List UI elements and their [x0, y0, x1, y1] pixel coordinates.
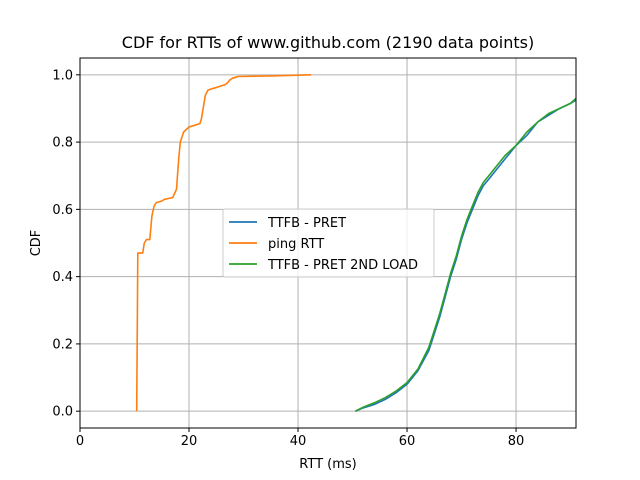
x-axis-label: RTT (ms) — [299, 457, 356, 472]
series-line-3 — [354, 97, 576, 412]
x-tick-label: 20 — [181, 434, 198, 449]
legend-box — [222, 208, 435, 278]
y-axis-label: CDF — [29, 230, 44, 257]
y-tick-label: 0.6 — [52, 203, 73, 218]
legend: TTFB - PRET ping RTT TTFB - PRET 2ND LOAD — [222, 208, 435, 278]
x-tick-label: 40 — [290, 434, 307, 449]
legend-label: TTFB - PRET 2ND LOAD — [267, 258, 418, 273]
x-tick-label: 80 — [508, 434, 525, 449]
legend-label: TTFB - PRET — [267, 216, 346, 231]
y-tick-label: 1.0 — [52, 68, 73, 83]
y-tick-label: 0.2 — [52, 337, 73, 352]
x-tick-label: 0 — [76, 434, 84, 449]
series-line-2 — [135, 74, 312, 412]
axis-ticks: 0 20 40 60 80 0.0 0.2 0.4 0.6 0.8 1.0 — [52, 68, 524, 449]
legend-label: ping RTT — [268, 237, 324, 252]
series-lines — [135, 74, 576, 412]
x-tick-label: 60 — [399, 434, 416, 449]
y-tick-label: 0.0 — [52, 405, 73, 420]
plot-frame — [79, 57, 577, 429]
series-line-1 — [354, 99, 576, 412]
y-tick-label: 0.8 — [52, 136, 73, 151]
chart-title: CDF for RTTs of www.github.com (2190 dat… — [122, 33, 534, 52]
y-tick-label: 0.4 — [52, 270, 73, 285]
